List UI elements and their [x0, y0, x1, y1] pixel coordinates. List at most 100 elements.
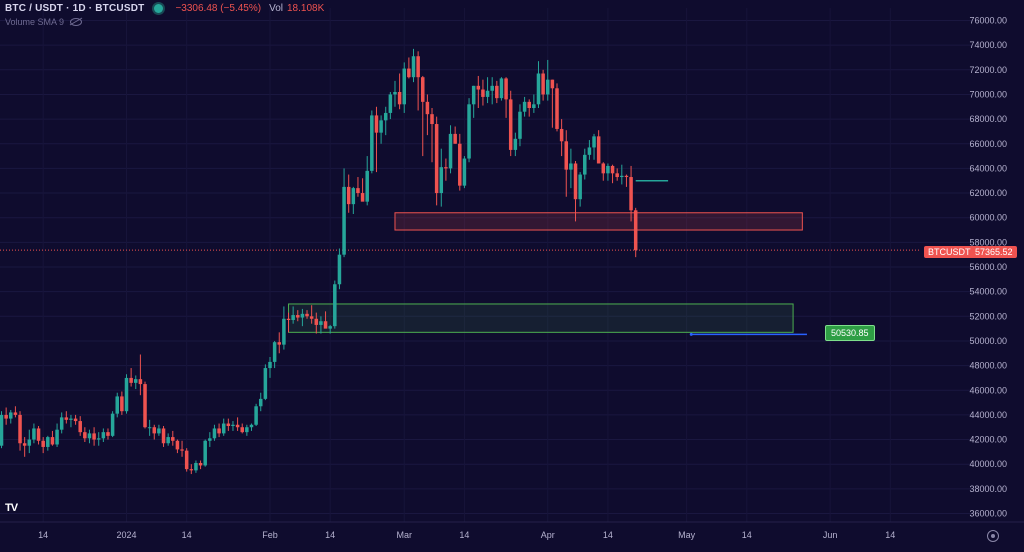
candle-body	[393, 91, 397, 95]
candle-body	[485, 90, 490, 97]
candle-body	[189, 469, 194, 471]
candle-body	[420, 77, 425, 102]
chart-legend: BTC / USDT · 1D · BTCUSDT −3306.48 (−5.4…	[5, 3, 324, 14]
candle-body	[462, 158, 467, 186]
candle-body	[555, 88, 559, 129]
candle-body	[587, 147, 592, 155]
y-tick-label: 52000.00	[969, 311, 1007, 321]
candle-body	[305, 313, 309, 317]
candle-body	[319, 321, 323, 325]
candle-body	[569, 163, 573, 170]
x-tick-label: 14	[182, 530, 192, 540]
y-tick-label: 60000.00	[969, 213, 1007, 223]
candle-body	[471, 85, 476, 105]
candle-body	[328, 326, 332, 329]
candle-body	[383, 112, 388, 121]
candle-body	[152, 427, 157, 434]
candle-body	[46, 437, 50, 447]
candle-body	[411, 56, 416, 78]
candle-body	[254, 406, 258, 425]
candle-body	[13, 412, 18, 415]
target-price-tag[interactable]: 50530.85	[825, 325, 875, 341]
candle-body	[541, 73, 545, 95]
candle-body	[171, 437, 175, 441]
y-tick-label: 44000.00	[969, 410, 1007, 420]
x-tick-label: 14	[603, 530, 613, 540]
candle-body	[101, 432, 106, 439]
candle-body	[157, 428, 161, 434]
candle-body	[490, 85, 494, 91]
candle-body	[495, 85, 499, 99]
eye-off-icon[interactable]	[70, 18, 83, 26]
candle-body	[448, 133, 453, 169]
volume-sma-label[interactable]: Volume SMA 9	[5, 17, 65, 27]
symbol-title[interactable]: BTC / USDT · 1D · BTCUSDT	[5, 3, 145, 14]
candle-body	[83, 432, 87, 439]
candle-body	[115, 396, 120, 414]
y-tick-label: 46000.00	[969, 385, 1007, 395]
candle-body	[601, 163, 606, 174]
candle-body	[59, 417, 64, 430]
candle-body	[434, 124, 439, 194]
volume-label: Vol	[269, 3, 283, 14]
volume-value: 18.108K	[286, 3, 325, 14]
candle-body	[291, 315, 295, 320]
candle-body	[379, 120, 383, 133]
candle-body	[624, 175, 629, 178]
candle-body	[578, 174, 582, 200]
current-price-tag: 57365.52	[971, 246, 1017, 258]
candle-body	[425, 101, 430, 115]
candle-body	[203, 440, 207, 466]
candle-body	[143, 384, 147, 428]
y-tick-label: 58000.00	[969, 237, 1007, 247]
x-tick-label: 14	[885, 530, 895, 540]
gear-icon[interactable]	[987, 530, 999, 542]
candle-body	[208, 438, 212, 441]
x-tick-label: Mar	[396, 530, 412, 540]
candle-body	[481, 89, 485, 97]
candle-body	[346, 186, 351, 205]
candle-body	[439, 167, 444, 194]
candle-body	[96, 438, 101, 440]
price-change: −3306.48 (−5.45%)	[175, 3, 262, 14]
volume-sma-legend: Volume SMA 9	[5, 17, 83, 27]
candle-body	[180, 449, 184, 451]
candle-body	[606, 165, 610, 174]
y-tick-label: 48000.00	[969, 361, 1007, 371]
support-zone	[288, 303, 794, 333]
tradingview-logo-icon[interactable]: TV	[5, 502, 18, 514]
candle-body	[499, 78, 504, 99]
candle-body	[527, 101, 531, 109]
candle-body	[124, 377, 129, 412]
resistance-zone	[394, 212, 803, 231]
candle-body	[27, 439, 32, 446]
y-tick-label: 54000.00	[969, 287, 1007, 297]
candle-body	[407, 68, 411, 78]
candle-body	[194, 462, 198, 471]
candle-body	[564, 141, 569, 170]
candle-body	[360, 193, 365, 202]
candle-body	[620, 175, 624, 178]
symbol-price-tag: BTCUSDT	[924, 246, 975, 258]
y-tick-label: 38000.00	[969, 484, 1007, 494]
y-tick-label: 36000.00	[969, 509, 1007, 519]
candle-body	[198, 462, 203, 466]
candle-body	[430, 114, 434, 125]
x-tick-label: 14	[325, 530, 335, 540]
candle-body	[365, 170, 369, 202]
candle-body	[416, 56, 420, 78]
candle-body	[18, 414, 22, 444]
candle-body	[615, 173, 619, 178]
candle-body	[629, 177, 633, 211]
candle-body	[217, 428, 221, 434]
candle-body	[226, 423, 231, 426]
x-tick-label: 2024	[116, 530, 136, 540]
candle-body	[573, 163, 578, 200]
candle-body	[235, 424, 240, 428]
candle-body	[633, 210, 638, 251]
candle-body	[106, 432, 110, 436]
candle-body	[592, 136, 596, 148]
candle-body	[92, 433, 96, 440]
candle-body	[36, 428, 41, 441]
